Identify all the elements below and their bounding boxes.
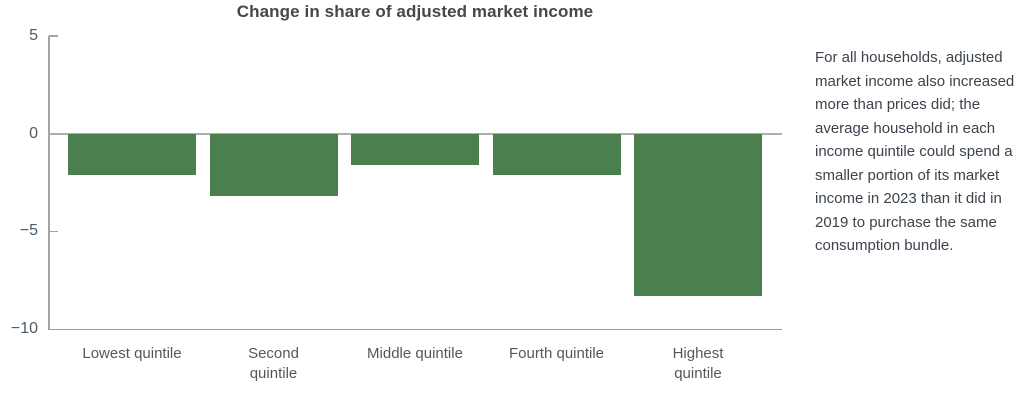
chart-title: Change in share of adjusted market incom… bbox=[236, 2, 594, 21]
y-axis-tick-label: 0 bbox=[29, 124, 38, 142]
y-axis-tick-label: −10 bbox=[10, 320, 38, 337]
x-axis-label-second-quintile: Second quintile bbox=[248, 345, 299, 382]
x-axis-label-lowest-quintile: Lowest quintile bbox=[82, 345, 182, 362]
y-axis-tick-mark bbox=[49, 35, 58, 37]
x-axis-label-highest-quintile: Highest quintile bbox=[672, 345, 724, 382]
y-axis-line bbox=[48, 36, 50, 329]
x-axis-label-middle-quintile: Middle quintile bbox=[367, 345, 463, 362]
y-axis-tick-mark bbox=[49, 230, 58, 233]
x-axis-label-fourth-quintile: Fourth quintile bbox=[508, 345, 605, 362]
bar-lowest-quintile bbox=[68, 133, 196, 175]
y-axis-tick-label: −5 bbox=[19, 222, 38, 240]
y-axis-tick-label: 5 bbox=[29, 27, 38, 44]
x-axis-baseline bbox=[48, 328, 782, 330]
bar-highest-quintile bbox=[634, 133, 762, 296]
bar-fourth-quintile bbox=[492, 133, 621, 175]
annotation-text: For all households, adjusted market inco… bbox=[815, 49, 1015, 254]
bar-middle-quintile bbox=[351, 133, 479, 165]
bar-second-quintile bbox=[209, 133, 338, 197]
